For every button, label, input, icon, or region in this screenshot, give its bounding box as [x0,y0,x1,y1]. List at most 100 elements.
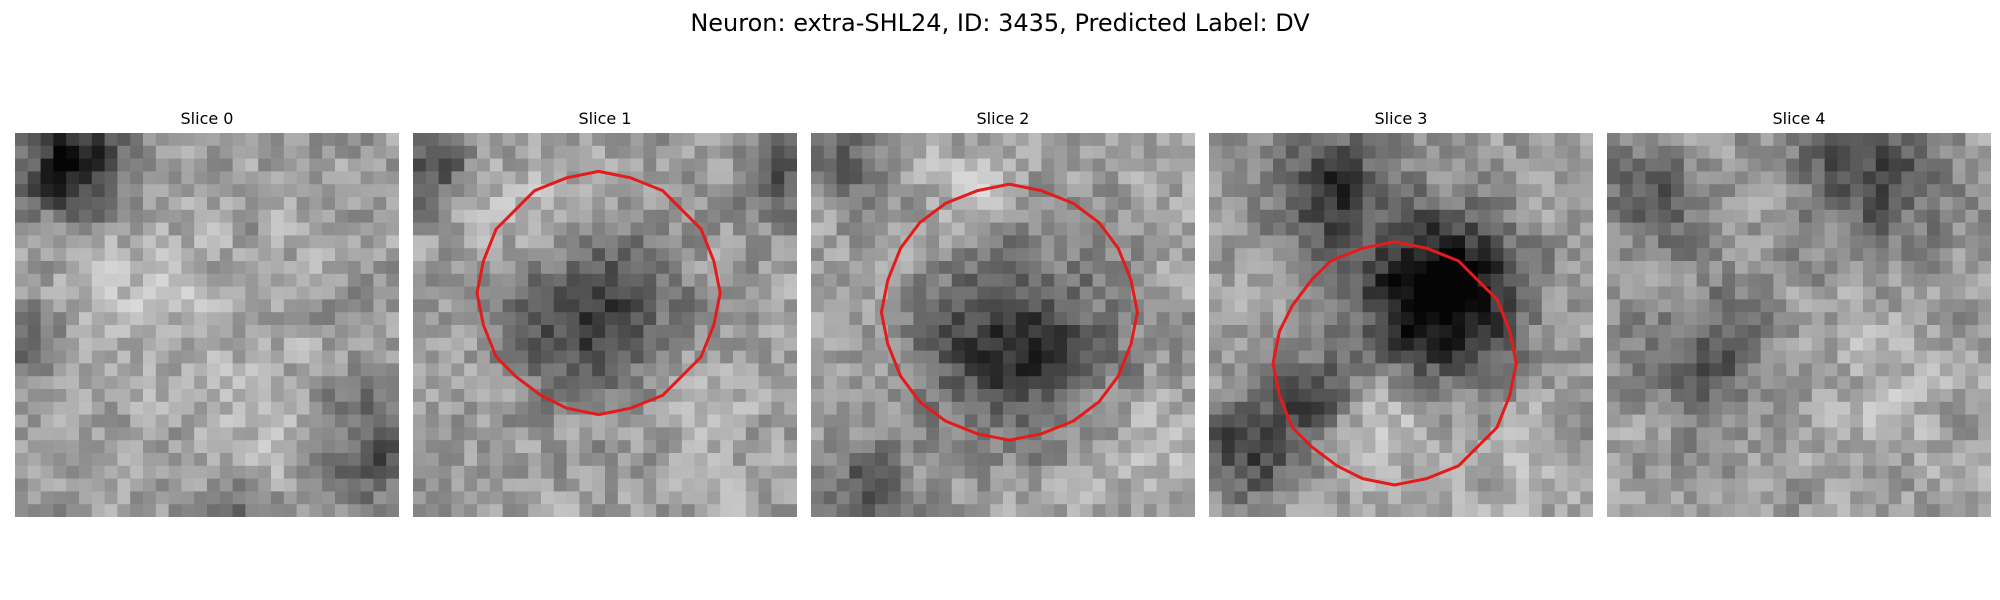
image-pixel [900,197,914,211]
image-pixel [1632,197,1646,211]
image-pixel [1888,184,1902,198]
image-pixel [1632,453,1646,467]
image-pixel [707,197,721,211]
image-pixel [1003,427,1017,441]
image-pixel [309,184,323,198]
image-pixel [1824,337,1838,352]
image-pixel [1221,414,1236,428]
image-pixel [104,453,118,467]
image-pixel [733,414,747,428]
image-pixel [694,209,708,224]
image-pixel [939,478,953,492]
image-pixel [360,248,374,262]
image-pixel [1516,363,1530,377]
image-pixel [143,299,157,313]
image-pixel [1092,363,1106,377]
image-pixel [656,145,670,160]
image-pixel [104,222,118,236]
image-pixel [913,273,927,288]
image-pixel [1362,133,1376,147]
image-pixel [823,197,838,211]
image-pixel [194,197,208,211]
image-pixel [541,158,555,172]
image-pixel [1901,350,1915,364]
image-pixel [347,133,362,147]
image-pixel [1811,389,1826,403]
image-pixel [1118,453,1132,467]
image-pixel [1337,286,1351,300]
image-pixel [515,209,529,224]
image-pixel [1143,158,1158,172]
image-pixel [1182,209,1195,224]
image-pixel [1824,184,1838,198]
image-pixel [271,350,285,364]
image-pixel [258,491,272,505]
image-pixel [438,261,452,275]
image-pixel [1324,133,1338,147]
image-pixel [66,235,80,249]
image-pixel [1401,389,1415,403]
image-pixel [79,337,93,352]
image-pixel [579,478,593,492]
image-pixel [40,401,54,416]
image-pixel [849,401,863,416]
image-pixel [1529,133,1543,147]
image-pixel [1452,504,1466,517]
image-pixel [1041,273,1055,288]
image-pixel [425,299,440,313]
image-pixel [1554,414,1568,428]
image-pixel [875,427,889,441]
image-pixel [1927,261,1941,275]
image-pixel [836,504,850,517]
image-pixel [1156,440,1170,454]
image-pixel [1131,376,1145,390]
image-pixel [656,222,670,236]
image-pixel [939,273,953,288]
image-pixel [541,312,555,326]
image-pixel [1169,209,1183,224]
image-pixel [1901,273,1915,288]
image-pixel [1747,273,1762,288]
image-pixel [502,376,516,390]
image-pixel [913,158,927,172]
image-pixel [1490,465,1504,480]
image-pixel [1607,299,1621,313]
image-pixel [1067,145,1081,160]
image-pixel [1952,376,1966,390]
image-pixel [1234,222,1248,236]
image-pixel [1554,325,1568,339]
image-pixel [1619,376,1634,390]
image-pixel [1863,440,1877,454]
image-pixel [1824,350,1838,364]
image-pixel [566,312,580,326]
image-pixel [1362,222,1376,236]
image-pixel [1747,235,1762,249]
image-pixel [1477,401,1492,416]
image-pixel [464,145,478,160]
image-pixel [207,133,221,147]
image-pixel [386,337,399,352]
image-pixel [27,261,42,275]
image-pixel [1221,222,1236,236]
image-pixel [1413,504,1428,517]
image-pixel [425,158,440,172]
image-pixel [104,158,118,172]
image-pixel [258,197,272,211]
image-pixel [1863,453,1877,467]
image-pixel [592,133,606,147]
image-pixel [1837,286,1851,300]
image-pixel [1541,261,1556,275]
image-pixel [1247,376,1261,390]
image-pixel [143,504,157,517]
image-pixel [1978,440,1991,454]
image-pixel [347,286,362,300]
image-pixel [155,363,170,377]
image-pixel [977,286,991,300]
image-pixel [836,235,850,249]
image-pixel [1054,440,1068,454]
image-pixel [386,504,399,517]
image-pixel [1067,478,1081,492]
image-pixel [360,350,374,364]
image-pixel [990,222,1004,236]
image-pixel [541,478,555,492]
